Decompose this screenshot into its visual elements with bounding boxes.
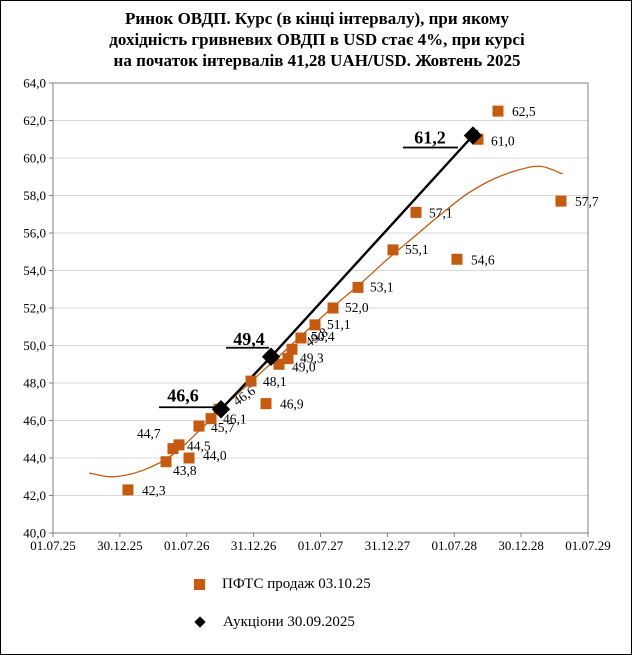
auction-data-point [463, 126, 483, 145]
pfts-point-label: 61,0 [491, 133, 515, 148]
pfts-point-label: 44,5 [187, 439, 211, 454]
pfts-data-point [273, 358, 285, 370]
pfts-point-label: 42,3 [142, 483, 166, 498]
x-tick-label: 01.07.26 [164, 538, 210, 553]
pfts-point-label: 45,7 [211, 420, 235, 435]
auction-point-label: 61,2 [414, 128, 446, 148]
pfts-point-label: 49,0 [292, 359, 316, 374]
pfts-point-label: 48,1 [263, 374, 287, 389]
pfts-point-label: 44,0 [203, 448, 227, 463]
pfts-point-label: 46,1 [223, 412, 247, 427]
x-tick-label: 30.12.25 [97, 538, 143, 553]
pfts-data-point [193, 420, 205, 432]
x-tick-label: 01.07.25 [30, 538, 76, 553]
y-tick-label: 44,0 [23, 451, 46, 466]
pfts-point-label: 53,1 [370, 279, 394, 294]
pfts-data-point [295, 332, 307, 344]
pfts-data-point [173, 439, 185, 451]
pfts-point-label: 57,7 [575, 194, 599, 209]
pfts-data-point [410, 206, 422, 218]
pfts-data-point [555, 195, 567, 207]
pfts-data-point [309, 319, 321, 331]
legend-label-pfts: ПФТС продаж 03.10.25 [222, 575, 371, 592]
pfts-point-label: 51,1 [327, 317, 351, 332]
pfts-point-label: 57,1 [429, 205, 453, 220]
pfts-data-point [282, 353, 294, 365]
pfts-data-point [286, 343, 298, 355]
auction-data-point [211, 400, 231, 419]
pfts-point-label: 49,3 [300, 351, 324, 366]
chart-title-line1: Ринок ОВДП. Курс (в кінці інтервалу), пр… [125, 9, 509, 28]
auction-point-label: 46,6 [167, 385, 199, 405]
pfts-data-point [260, 398, 272, 410]
y-tick-label: 60,0 [23, 151, 46, 166]
y-tick-label: 58,0 [23, 188, 46, 203]
legend-item-auction: Аукціони 30.09.2025 [194, 610, 594, 634]
y-tick-label: 56,0 [23, 226, 46, 241]
legend-label-auction: Аукціони 30.09.2025 [223, 613, 355, 630]
pfts-point-label: 54,6 [471, 252, 495, 267]
chart-title-line2: дохідність гривневих ОВДП в USD стає 4%,… [109, 30, 525, 49]
pfts-data-point [245, 375, 257, 387]
x-tick-label: 31.12.27 [365, 538, 411, 553]
pfts-point-label: 43,8 [173, 463, 197, 478]
y-tick-label: 62,0 [23, 113, 46, 128]
x-tick-label: 01.07.29 [565, 538, 611, 553]
legend: ПФТС продаж 03.10.25 Аукціони 30.09.2025 [194, 572, 594, 648]
y-tick-label: 52,0 [23, 301, 46, 316]
x-tick-label: 30.12.28 [498, 538, 544, 553]
y-tick-label: 64,0 [23, 76, 46, 91]
pfts-point-label: 44,7 [137, 426, 161, 441]
pfts-point-label: 46,9 [280, 397, 304, 412]
pfts-data-point [387, 244, 399, 256]
y-tick-label: 50,0 [23, 338, 46, 353]
pfts-data-point [122, 484, 134, 496]
x-tick-label: 31.12.26 [231, 538, 277, 553]
pfts-data-point [183, 452, 195, 464]
auction-data-point [261, 347, 281, 366]
pfts-point-label: 52,0 [345, 300, 369, 315]
y-tick-label: 46,0 [23, 413, 46, 428]
y-tick-label: 42,0 [23, 488, 46, 503]
trendline-auction [220, 134, 474, 411]
pfts-point-label: 55,1 [405, 242, 429, 257]
pfts-data-point [167, 443, 179, 455]
pfts-data-point [327, 302, 339, 314]
auction-diamond-marker-icon [194, 616, 206, 628]
auction-point-label: 49,4 [233, 329, 265, 349]
pfts-square-marker-icon [194, 578, 205, 590]
y-tick-label: 40,0 [23, 526, 46, 541]
pfts-data-point [205, 413, 217, 425]
pfts-data-point [492, 105, 504, 117]
pfts-point-label: 50,4 [311, 329, 335, 344]
x-tick-label: 01.07.28 [432, 538, 478, 553]
legend-item-pfts: ПФТС продаж 03.10.25 [194, 572, 594, 596]
pfts-data-point [451, 253, 463, 265]
pfts-data-point [352, 281, 364, 293]
chart-title-line3: на початок інтервалів 41,28 UAH/USD. Жов… [113, 51, 521, 70]
pfts-point-label: 62,5 [512, 104, 536, 119]
pfts-data-point [160, 456, 172, 468]
y-tick-label: 48,0 [23, 376, 46, 391]
y-tick-label: 54,0 [23, 263, 46, 278]
x-tick-label: 01.07.27 [298, 538, 344, 553]
chart-title: Ринок ОВДП. Курс (в кінці інтервалу), пр… [1, 8, 631, 71]
